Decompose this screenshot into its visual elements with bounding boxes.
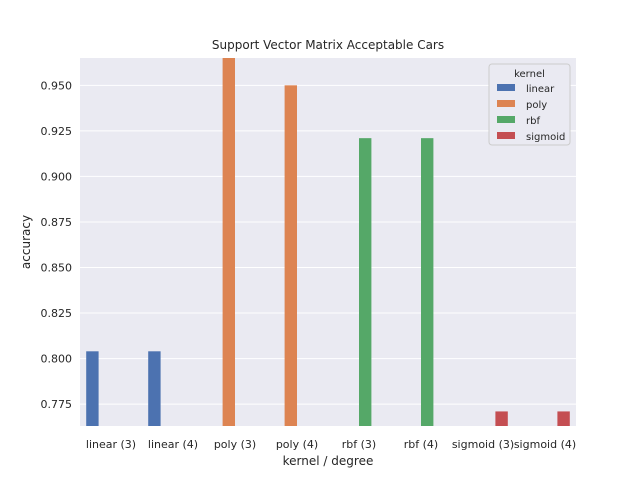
legend-items: linear poly rbf sigmoid (497, 84, 565, 143)
x-tick-label: poly (4) (276, 438, 318, 451)
y-axis-ticks: 0.775 0.800 0.825 0.850 0.875 0.900 0.925 0.950 (41, 79, 73, 411)
legend-swatch-sigmoid (497, 132, 515, 139)
x-axis-label: kernel / degree (283, 454, 374, 468)
y-tick-label: 0.850 (41, 262, 73, 275)
y-axis-label: accuracy (19, 215, 33, 269)
bar-rbf-4 (359, 138, 372, 426)
legend-swatch-rbf (497, 116, 515, 123)
x-tick-label: sigmoid (3) (452, 438, 514, 451)
y-tick-label: 0.800 (41, 353, 73, 366)
x-tick-label: rbf (4) (404, 438, 438, 451)
chart-title: Support Vector Matrix Acceptable Cars (212, 38, 444, 52)
legend-title: kernel (514, 69, 545, 80)
y-tick-label: 0.875 (41, 216, 73, 229)
x-tick-label: sigmoid (4) (514, 438, 576, 451)
y-tick-label: 0.775 (41, 398, 73, 411)
x-axis-ticks: linear (3) linear (4) poly (3) poly (4) rbf … (86, 438, 576, 451)
y-tick-label: 0.950 (41, 79, 73, 92)
y-tick-label: 0.825 (41, 307, 73, 320)
bar-linear-1 (148, 351, 161, 426)
y-tick-label: 0.925 (41, 125, 73, 138)
x-tick-label: poly (3) (214, 438, 256, 451)
x-tick-label: linear (4) (148, 438, 198, 451)
y-tick-label: 0.900 (41, 170, 73, 183)
legend-swatch-linear (497, 84, 515, 91)
legend-label-rbf: rbf (526, 116, 540, 127)
bar-poly-2 (222, 58, 235, 426)
x-tick-label: rbf (3) (342, 438, 376, 451)
bar-rbf-5 (421, 138, 434, 426)
legend-label-linear: linear (526, 84, 555, 95)
bar-sigmoid-7 (557, 411, 570, 426)
legend-label-sigmoid: sigmoid (526, 132, 565, 143)
bar-poly-3 (284, 85, 297, 427)
legend: kernel linear poly rbf sigmoid (488, 63, 571, 146)
legend-label-poly: poly (526, 100, 547, 111)
x-tick-label: linear (3) (86, 438, 136, 451)
bars (86, 58, 570, 427)
bar-linear-0 (86, 351, 99, 426)
legend-swatch-poly (497, 100, 515, 107)
bar-sigmoid-6 (495, 411, 508, 426)
